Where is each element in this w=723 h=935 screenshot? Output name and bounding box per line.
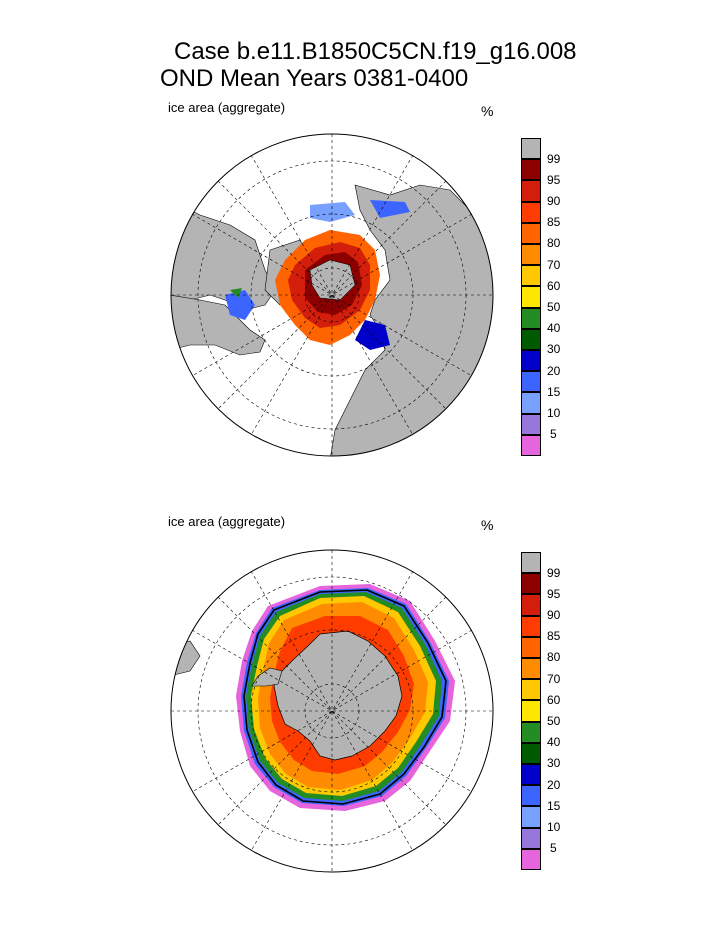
colorbar-box xyxy=(521,286,541,308)
colorbar-box xyxy=(521,371,541,393)
s-colorbar-level-50: 50 xyxy=(547,714,561,728)
colorbar-box xyxy=(521,848,541,870)
colorbar-box xyxy=(521,552,541,574)
colorbar-box xyxy=(521,244,541,266)
colorbar-box xyxy=(521,594,541,616)
colorbar-box xyxy=(521,392,541,414)
north-land-asia xyxy=(329,184,493,456)
s-colorbar-level-5: 5 xyxy=(550,841,557,855)
colorbar-level-30: 30 xyxy=(547,342,561,356)
colorbar-box xyxy=(521,159,541,181)
colorbar-box xyxy=(521,700,541,722)
figure-title-line1: Case b.e11.B1850C5CN.f19_g16.008 xyxy=(174,38,577,65)
colorbar-box xyxy=(521,679,541,701)
colorbar-box xyxy=(521,201,541,223)
s-colorbar-level-99: 99 xyxy=(547,566,561,580)
s-colorbar-level-85: 85 xyxy=(547,629,561,643)
s-colorbar-level-30: 30 xyxy=(547,756,561,770)
south-panel-unit: % xyxy=(481,517,494,533)
colorbar-level-15: 15 xyxy=(547,385,561,399)
south-colorbar: 99 95 90 85 80 70 60 50 40 30 20 15 10 5 xyxy=(521,552,560,870)
colorbar-level-85: 85 xyxy=(547,215,561,229)
colorbar-box xyxy=(521,806,541,828)
colorbar-box xyxy=(521,328,541,350)
s-colorbar-level-20: 20 xyxy=(547,778,561,792)
colorbar-box xyxy=(521,222,541,244)
north-panel-unit: % xyxy=(481,103,494,119)
colorbar-box xyxy=(521,721,541,743)
colorbar-box xyxy=(521,636,541,658)
south-ice-edge-line xyxy=(243,589,447,805)
s-colorbar-level-70: 70 xyxy=(547,672,561,686)
colorbar-level-40: 40 xyxy=(547,321,561,335)
south-land-peninsula xyxy=(251,667,283,687)
colorbar-level-99: 99 xyxy=(547,152,561,166)
colorbar-box xyxy=(521,658,541,680)
colorbar-box xyxy=(521,350,541,372)
s-colorbar-level-95: 95 xyxy=(547,587,561,601)
north-land-canada xyxy=(171,294,266,356)
s-colorbar-level-10: 10 xyxy=(547,820,561,834)
colorbar-level-50: 50 xyxy=(547,300,561,314)
s-colorbar-level-15: 15 xyxy=(547,799,561,813)
north-panel-label: ice area (aggregate) xyxy=(168,100,286,115)
colorbar-level-95: 95 xyxy=(547,173,561,187)
colorbar-box xyxy=(521,434,541,456)
north-ice-edge-purple xyxy=(355,320,390,350)
north-ice-edge-green xyxy=(230,288,242,298)
colorbar-box xyxy=(521,827,541,849)
colorbar-box xyxy=(521,307,541,329)
north-polar-map xyxy=(170,133,494,457)
colorbar-box xyxy=(521,785,541,807)
colorbar-level-5: 5 xyxy=(550,427,557,441)
colorbar-box xyxy=(521,615,541,637)
north-colorbar: 99 95 90 85 80 70 60 50 40 30 20 15 10 5 xyxy=(521,138,560,456)
north-ice-edge-blue xyxy=(225,290,255,320)
s-colorbar-level-60: 60 xyxy=(547,693,561,707)
colorbar-box xyxy=(521,180,541,202)
south-panel-label: ice area (aggregate) xyxy=(168,514,286,529)
colorbar-level-20: 20 xyxy=(547,364,561,378)
colorbar-box xyxy=(521,573,541,595)
colorbar-level-10: 10 xyxy=(547,406,561,420)
north-ice-bering xyxy=(310,202,355,222)
s-colorbar-level-40: 40 xyxy=(547,735,561,749)
colorbar-box xyxy=(521,265,541,287)
south-polar-map xyxy=(170,549,494,873)
colorbar-level-90: 90 xyxy=(547,194,561,208)
colorbar-level-70: 70 xyxy=(547,258,561,272)
colorbar-box xyxy=(521,742,541,764)
s-colorbar-level-90: 90 xyxy=(547,608,561,622)
colorbar-level-80: 80 xyxy=(547,236,561,250)
figure-title-line2: OND Mean Years 0381-0400 xyxy=(160,65,469,92)
north-ice-okhotsk xyxy=(370,200,410,218)
colorbar-box xyxy=(521,413,541,435)
colorbar-box xyxy=(521,138,541,160)
colorbar-level-60: 60 xyxy=(547,279,561,293)
colorbar-box xyxy=(521,764,541,786)
s-colorbar-level-80: 80 xyxy=(547,650,561,664)
